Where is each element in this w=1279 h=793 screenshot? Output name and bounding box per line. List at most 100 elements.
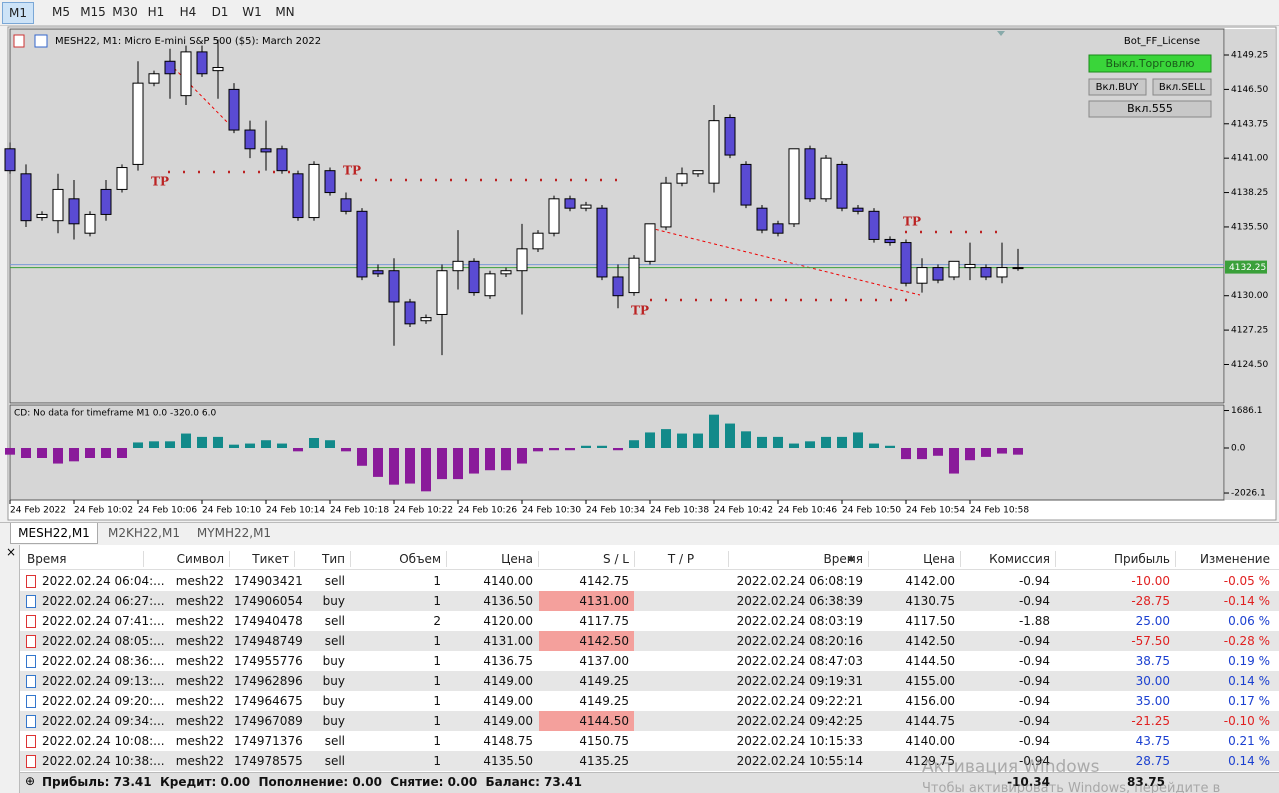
time-label: 24 Feb 10:34: [586, 506, 645, 516]
table-cell: sell: [324, 634, 345, 648]
column-header[interactable]: Цена: [501, 552, 533, 566]
table-cell: 4136.75: [483, 654, 533, 668]
oscillator-bar: [821, 436, 831, 448]
table-cell: -57.50: [1131, 634, 1170, 648]
license-label: Bot_FF_License: [1124, 36, 1200, 47]
oscillator-bar: [965, 448, 975, 461]
table-cell: 2022.02.24 06:27:...: [42, 594, 165, 608]
table-cell: -0.94: [1018, 734, 1050, 748]
column-header[interactable]: Символ: [176, 552, 224, 566]
timeframe-button[interactable]: H1: [147, 5, 165, 19]
table-cell: 4149.00: [483, 674, 533, 688]
candle-body: [420, 317, 432, 322]
timeframe-button[interactable]: W1: [242, 5, 262, 19]
oscillator-bar: [133, 442, 143, 448]
table-cell: 2022.02.24 09:34:...: [42, 714, 165, 728]
oscillator-bar: [341, 448, 351, 452]
candle-body: [788, 148, 800, 225]
timeframe-button[interactable]: M15: [80, 5, 106, 19]
button[interactable]: [1088, 100, 1212, 118]
candle-body: [436, 270, 448, 315]
column-header[interactable]: Тип: [322, 552, 345, 566]
sl-highlight: [539, 591, 634, 611]
column-header[interactable]: Цена: [923, 552, 955, 566]
table-cell: 0.14 %: [1228, 674, 1270, 688]
button[interactable]: [1088, 54, 1212, 73]
button[interactable]: [1152, 78, 1212, 96]
time-label: 24 Feb 10:54: [906, 506, 965, 516]
time-label: 24 Feb 10:46: [778, 506, 837, 516]
candle-body: [692, 170, 704, 175]
column-header[interactable]: T / P: [667, 552, 695, 566]
oscillator-bar: [549, 448, 559, 451]
chart-tab[interactable]: MESH22,M1: [10, 523, 98, 544]
table-cell: 2022.02.24 10:38:...: [42, 754, 165, 768]
oscillator-bar: [309, 438, 319, 448]
candle-body: [964, 263, 976, 269]
table-cell: 2022.02.24 08:47:03: [736, 654, 863, 668]
button-label[interactable]: Выкл.Торговлю: [1105, 57, 1194, 70]
table-cell: mesh22: [175, 754, 224, 768]
button-label[interactable]: Вкл.SELL: [1159, 82, 1206, 93]
close-icon[interactable]: ×: [6, 545, 17, 559]
timeframe-button[interactable]: H4: [179, 5, 197, 19]
candle-body: [580, 204, 592, 209]
table-cell: buy: [322, 694, 345, 708]
candle-body: [948, 260, 960, 278]
column-header[interactable]: Объем: [399, 552, 441, 566]
chart-title: MESH22, M1: Micro E-mini S&P 500 ($5): M…: [55, 36, 321, 47]
timeframe-button[interactable]: D1: [211, 5, 229, 19]
oscillator-bar: [85, 448, 95, 458]
column-header[interactable]: Время: [823, 552, 863, 566]
trade-history: × Время Символ Тикет Тип Объем Цена S / L T / P…: [0, 545, 1279, 793]
button[interactable]: [1088, 78, 1147, 96]
table-cell: 0.19 %: [1228, 654, 1270, 668]
time-label: 24 Feb 10:22: [394, 506, 453, 516]
price-tick-label: 4135.50: [1231, 222, 1268, 232]
column-header[interactable]: Изменение: [1199, 552, 1270, 566]
table-cell: -0.94: [1018, 634, 1050, 648]
table-cell: 4135.25: [579, 754, 629, 768]
column-separator: [294, 551, 295, 567]
timeframe-button[interactable]: MN: [275, 5, 295, 19]
current-price-label: 4132.25: [1229, 263, 1266, 273]
watermark: Чтобы активировать Windows, перейдите в: [922, 781, 1221, 793]
time-label: 24 Feb 10:26: [458, 506, 517, 516]
chart-tab[interactable]: MYMH22,M1: [196, 526, 272, 540]
oscillator-bar: [453, 448, 463, 480]
chart-window: MESH22, M1: Micro E-mini S&P 500 ($5): M…: [4, 26, 1277, 521]
column-header[interactable]: Комиссия: [989, 552, 1050, 566]
table-cell: 2022.02.24 08:03:19: [736, 614, 863, 628]
table-cell: 4150.75: [579, 734, 629, 748]
table-cell: 4117.50: [905, 614, 955, 628]
candle-body: [324, 170, 336, 194]
oscillator-bar: [837, 436, 847, 448]
table-cell: 1: [433, 714, 441, 728]
table-cell: 4156.00: [905, 694, 955, 708]
timeframe-button[interactable]: M30: [112, 5, 138, 19]
chart-tab[interactable]: M2KH22,M1: [108, 526, 180, 540]
column-header[interactable]: Прибыль: [1113, 552, 1170, 566]
column-header[interactable]: Время: [27, 552, 67, 566]
oscillator-bar: [773, 436, 783, 448]
column-header[interactable]: Тикет: [252, 552, 289, 566]
button-label[interactable]: Вкл.BUY: [1096, 82, 1140, 93]
timeframe-toolbar: M1 M5 M15 M30 H1 H4 D1 W1 MN: [0, 0, 1279, 26]
oscillator-bar: [165, 441, 175, 448]
table-cell: 4149.25: [579, 674, 629, 688]
table-cell: 1: [433, 754, 441, 768]
table-cell: 28.75: [1135, 754, 1170, 768]
column-header[interactable]: S / L: [603, 552, 629, 566]
oscillator-bar: [885, 445, 895, 448]
candle-body: [564, 198, 576, 209]
table-cell: 4148.75: [483, 734, 533, 748]
candle-body: [452, 260, 464, 272]
timeframe-button[interactable]: M1: [2, 2, 34, 24]
table-cell: 25.00: [1135, 614, 1170, 628]
time-label: 24 Feb 10:38: [650, 506, 709, 516]
order-icon: [26, 615, 36, 628]
timeframe-button[interactable]: M5: [52, 5, 70, 19]
button-label[interactable]: Вкл.555: [1127, 102, 1173, 115]
candle-body: [484, 273, 496, 297]
price-panel: [9, 28, 1225, 404]
